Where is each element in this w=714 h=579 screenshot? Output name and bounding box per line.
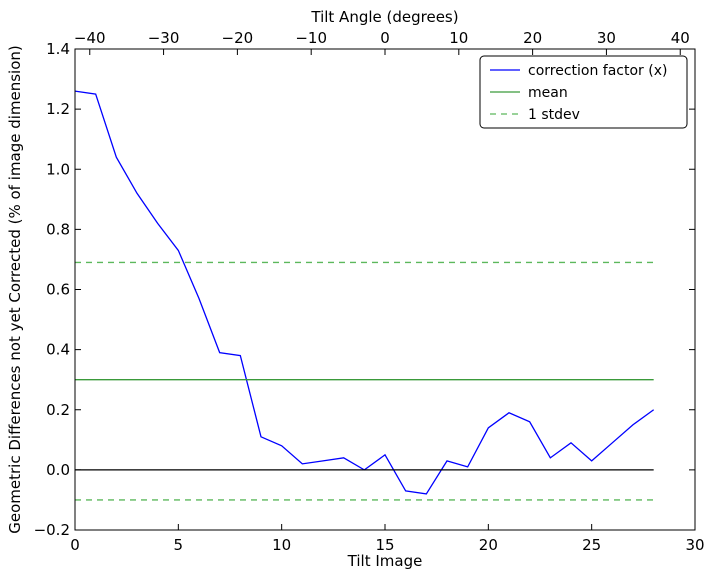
x-tick-label: 15 xyxy=(375,536,394,554)
top-x-tick-label: 10 xyxy=(449,29,468,47)
top-x-axis-title: Tilt Angle (degrees) xyxy=(310,8,458,26)
y-tick-label: −0.2 xyxy=(34,521,70,539)
top-x-tick-label: −10 xyxy=(295,29,327,47)
y-tick-label: 1.2 xyxy=(46,100,70,118)
y-tick-label: 0.0 xyxy=(46,461,70,479)
top-x-tick-label: 20 xyxy=(523,29,542,47)
y-tick-label: 0.8 xyxy=(46,220,70,238)
x-tick-label: 5 xyxy=(174,536,184,554)
y-tick-label: 0.4 xyxy=(46,341,70,359)
top-x-tick-label: −40 xyxy=(74,29,106,47)
top-x-tick-label: 30 xyxy=(597,29,616,47)
legend-label: mean xyxy=(528,85,568,101)
legend-box xyxy=(479,55,688,129)
x-tick-label: 0 xyxy=(70,536,80,554)
top-x-tick-label: −20 xyxy=(222,29,254,47)
x-tick-label: 10 xyxy=(272,536,291,554)
series-layer xyxy=(74,90,655,501)
top-x-tick-label: 40 xyxy=(671,29,690,47)
legend: correction factor (x) mean 1 stdev xyxy=(479,55,688,129)
series-correction-factor-x- xyxy=(74,90,655,495)
x-tick-label: 25 xyxy=(582,536,601,554)
top-x-tick-label: 0 xyxy=(380,29,390,47)
y-tick-label: 1.4 xyxy=(46,40,70,58)
y-tick-label: 0.2 xyxy=(46,401,70,419)
y-tick-label: 1.0 xyxy=(46,160,70,178)
legend-label: 1 stdev xyxy=(528,107,580,123)
top-x-tick-label: −30 xyxy=(148,29,180,47)
x-axis-title: Tilt Image xyxy=(347,552,423,570)
x-tick-label: 30 xyxy=(685,536,704,554)
y-axis-title: Geometric Differences not yet Corrected … xyxy=(6,45,24,534)
legend-label: correction factor (x) xyxy=(528,63,667,79)
y-tick-label: 0.6 xyxy=(46,281,70,299)
ticks-layer: 0 5 10 15 20 25 30 −0.2 0.0 0.2 0.4 0.6 0.8 1.0 1.2 1.4… xyxy=(34,29,705,554)
x-tick-label: 20 xyxy=(479,536,498,554)
